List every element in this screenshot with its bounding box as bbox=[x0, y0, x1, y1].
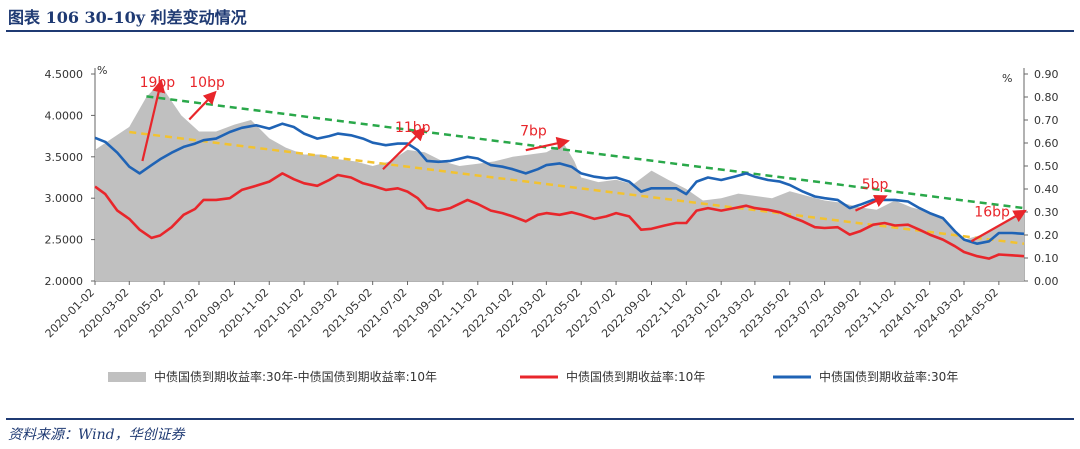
annotation-label: 7bp bbox=[520, 123, 547, 139]
yield-10y-line bbox=[94, 172, 1025, 260]
legend-label: 中债国债到期收益率:30年-中债国债到期收益率:10年 bbox=[154, 369, 437, 384]
left-unit-label: % bbox=[97, 64, 107, 77]
legend: 中债国债到期收益率:30年-中债国债到期收益率:10年 中债国债到期收益率:10年… bbox=[108, 369, 958, 384]
annotation-label: 16bp bbox=[974, 204, 1010, 220]
title-divider bbox=[6, 30, 1074, 32]
annotation-arrow bbox=[525, 136, 570, 152]
lower-trend bbox=[129, 130, 1025, 245]
right-tick-label: 0.70 bbox=[1034, 114, 1059, 127]
left-tick-label: 4.0000 bbox=[45, 109, 84, 122]
left-tick-label: 4.5000 bbox=[45, 68, 84, 81]
left-tick-label: 2.5000 bbox=[45, 234, 84, 247]
left-tick-label: 2.0000 bbox=[45, 275, 84, 288]
right-tick-label: 0.50 bbox=[1034, 160, 1059, 173]
legend-label: 中债国债到期收益率:10年 bbox=[566, 369, 705, 384]
annotation-arrow bbox=[382, 127, 426, 171]
right-tick-label: 0.30 bbox=[1034, 206, 1059, 219]
annotation-label: 5bp bbox=[862, 177, 889, 193]
yield-30y-line bbox=[94, 122, 1025, 245]
right-tick-label: 0.60 bbox=[1034, 137, 1059, 150]
legend-swatch-spread bbox=[108, 372, 146, 382]
source-note: 资料来源：Wind，华创证券 bbox=[8, 427, 185, 443]
annotation-arrow bbox=[854, 195, 888, 212]
annotation-arrow bbox=[188, 90, 217, 121]
annotation-arrow bbox=[141, 79, 166, 162]
source-divider bbox=[6, 418, 1074, 420]
spread-area bbox=[95, 85, 1024, 281]
legend-label: 中债国债到期收益率:30年 bbox=[819, 369, 958, 384]
right-tick-label: 0.00 bbox=[1034, 275, 1059, 288]
annotation-arrow bbox=[970, 209, 1027, 243]
left-tick-label: 3.0000 bbox=[45, 192, 84, 205]
right-tick-label: 0.90 bbox=[1034, 68, 1059, 81]
plot-layer bbox=[94, 85, 1025, 281]
left-tick-label: 3.5000 bbox=[45, 151, 84, 164]
right-tick-label: 0.10 bbox=[1034, 252, 1059, 265]
right-tick-label: 0.40 bbox=[1034, 183, 1059, 196]
right-tick-label: 0.80 bbox=[1034, 91, 1059, 104]
annotation-label: 10bp bbox=[189, 75, 225, 91]
annotation-label: 11bp bbox=[395, 120, 431, 136]
upper-trend bbox=[146, 95, 1025, 210]
annotation-layer: 19bp 10bp 11bp 7bp 5bp 16bp bbox=[140, 75, 1027, 243]
annotation-label: 19bp bbox=[140, 75, 176, 91]
right-unit-label: % bbox=[1002, 72, 1012, 85]
right-tick-label: 0.20 bbox=[1034, 229, 1059, 242]
chart-title: 图表 106 30-10y 利差变动情况 bbox=[8, 8, 247, 27]
